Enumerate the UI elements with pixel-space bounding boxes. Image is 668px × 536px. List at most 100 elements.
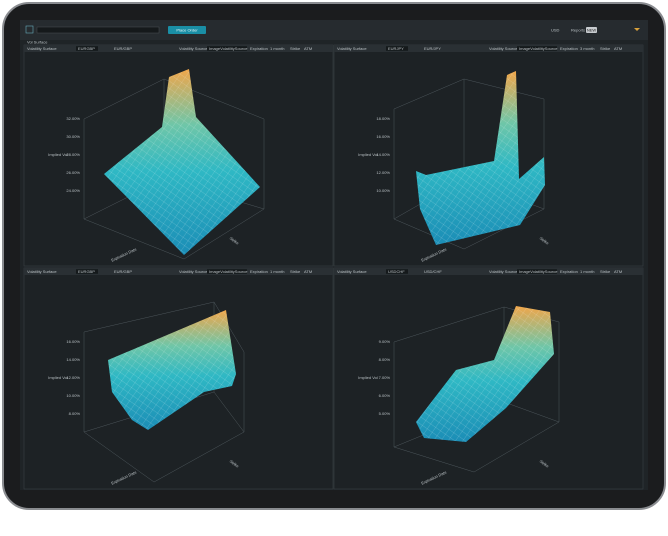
source: ImageVolatilitySource — [209, 269, 248, 274]
z-tick-label: 26.00% — [66, 170, 80, 175]
menu-icon[interactable] — [25, 25, 34, 34]
panel-header — [334, 45, 643, 52]
y-axis-label: Strike — [539, 459, 551, 469]
z-axis-label: Implied Vol — [48, 152, 68, 157]
y-axis-label: Strike — [539, 236, 551, 246]
panel-title: Volatility Surface — [27, 46, 57, 51]
toolbar — [20, 20, 648, 40]
strike: ATM — [614, 46, 622, 51]
panels: Volatility Surface EURGBP EUR/GBP Volatilit… — [23, 44, 644, 490]
z-tick-label: 10.00% — [376, 188, 390, 193]
panel: Volatility Surface EURGBP EUR/GBP Volatilit… — [23, 267, 334, 490]
pair: EURGBP — [78, 269, 95, 274]
toolbar-caret[interactable] — [634, 28, 640, 31]
surface-plot: 18.00% 16.00% 14.00% 12.00% 10.00% Implied Vo… — [358, 71, 551, 263]
pair-full: USD/CHF — [424, 269, 442, 274]
source-label: Volatility Source — [179, 269, 208, 274]
panel: Volatility Surface EURJPY EUR/JPY Volatilit… — [333, 44, 644, 267]
expiration: 1 month — [270, 269, 284, 274]
reports-badge: NEW — [587, 27, 597, 32]
source: ImageVolatilitySource — [519, 46, 558, 51]
source-select[interactable] — [517, 46, 557, 51]
panel-title: Volatility Surface — [337, 46, 367, 51]
y-axis-label: Strike — [229, 236, 241, 246]
z-tick-label: 5.00% — [379, 411, 391, 416]
z-axis-label: Implied Vol — [358, 152, 378, 157]
y-axis-label: Strike — [229, 459, 241, 469]
pair-input[interactable] — [76, 46, 98, 51]
z-tick-label: 10.00% — [66, 393, 80, 398]
z-tick-label: 30.00% — [66, 134, 80, 139]
expiration-label: Expiration — [250, 269, 268, 274]
expiration-label: Expiration — [250, 46, 268, 51]
pair-full: EUR/GBP — [114, 269, 132, 274]
z-tick-label: 14.00% — [66, 357, 80, 362]
z-tick-label: 8.00% — [69, 411, 81, 416]
search-box[interactable] — [36, 26, 160, 34]
pair: EURGBP — [78, 46, 95, 51]
strike: ATM — [304, 46, 312, 51]
source-select[interactable] — [207, 46, 247, 51]
z-tick-label: 16.00% — [376, 134, 390, 139]
place-order-label: Place Order — [176, 27, 198, 32]
z-tick-label: 12.00% — [376, 170, 390, 175]
z-tick-label: 8.00% — [379, 357, 391, 362]
pair-input[interactable] — [76, 269, 98, 274]
z-axis-label: Implied Vol — [48, 375, 68, 380]
z-tick-label: 16.00% — [66, 339, 80, 344]
source-select[interactable] — [517, 269, 557, 274]
strike: ATM — [614, 269, 622, 274]
surface-plot: 32.00% 30.00% 28.00% 26.00% 24.00% Implied Vo… — [48, 69, 265, 263]
reports-badge-bg — [586, 27, 597, 33]
expiration: 3 month — [580, 46, 594, 51]
source-select[interactable] — [207, 269, 247, 274]
z-tick-label: 7.00% — [379, 375, 391, 380]
strike-label: Strike — [600, 269, 611, 274]
z-tick-label: 14.00% — [376, 152, 390, 157]
surface-mesh — [104, 69, 260, 255]
pair-input[interactable] — [386, 269, 408, 274]
z-tick-label: 32.00% — [66, 116, 80, 121]
expiration: 1 month — [270, 46, 284, 51]
source: ImageVolatilitySource — [519, 269, 558, 274]
surface-plot: 9.00%8.00%7.00%6.00%5.00%Implied VolExpi… — [358, 306, 560, 486]
panel-header — [24, 45, 333, 52]
source-label: Volatility Source — [489, 269, 518, 274]
strike-label: Strike — [290, 269, 301, 274]
z-tick-label: 24.00% — [66, 188, 80, 193]
source: ImageVolatilitySource — [209, 46, 248, 51]
source-label: Volatility Source — [179, 46, 208, 51]
z-tick-label: 12.00% — [66, 375, 80, 380]
strike-label: Strike — [290, 46, 301, 51]
pair-input[interactable] — [386, 46, 408, 51]
panel-title: Volatility Surface — [337, 269, 367, 274]
expiration: 1 month — [580, 269, 594, 274]
source-label: Volatility Source — [489, 46, 518, 51]
section-label: Vol Surface — [27, 40, 48, 45]
z-tick-label: 9.00% — [379, 339, 391, 344]
panel-header — [334, 268, 643, 275]
reports-label: Reports — [571, 27, 585, 32]
pair: USDCHF — [388, 269, 405, 274]
expiration-label: Expiration — [560, 46, 578, 51]
place-order-button[interactable] — [168, 26, 206, 34]
pair-full: EUR/JPY — [424, 46, 441, 51]
currency[interactable]: USD — [551, 27, 560, 32]
pair: EURJPY — [388, 46, 404, 51]
panel-header — [24, 268, 333, 275]
strike: ATM — [304, 269, 312, 274]
z-axis-label: Implied Vol — [358, 375, 378, 380]
pair-full: EUR/GBP — [114, 46, 132, 51]
expiration-label: Expiration — [560, 269, 578, 274]
surface-mesh — [108, 310, 236, 430]
z-tick-label: 28.00% — [66, 152, 80, 157]
panel: Volatility Surface USDCHF USD/CHF Volatilit… — [333, 267, 644, 490]
panel-title: Volatility Surface — [27, 269, 57, 274]
z-tick-label: 18.00% — [376, 116, 390, 121]
surface-mesh — [416, 306, 554, 442]
z-tick-label: 6.00% — [379, 393, 391, 398]
panel: Volatility Surface EURGBP EUR/GBP Volatilit… — [23, 44, 334, 267]
strike-label: Strike — [600, 46, 611, 51]
surface-mesh — [416, 71, 545, 245]
